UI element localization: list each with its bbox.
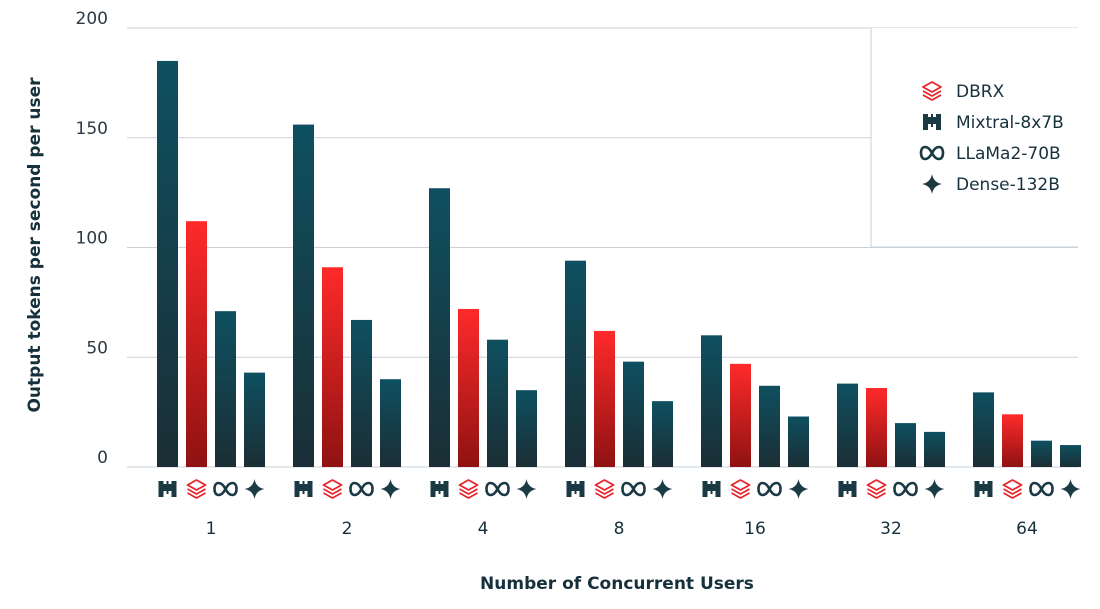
bar-dense-132b-32 [924, 431, 945, 467]
mistral-icon [974, 481, 993, 497]
bar-dense-132b-64 [1060, 445, 1081, 467]
databricks-icon [1002, 479, 1023, 499]
bars [157, 60, 1081, 468]
bar-dense-132b-8 [652, 401, 673, 467]
sparkle-icon [1060, 479, 1081, 499]
x-axis-title: Number of Concurrent Users [480, 574, 754, 594]
meta-icon [213, 481, 238, 497]
sparkle-icon [380, 479, 401, 499]
x-axis-categories: 1 2 4 8 16 32 64 [206, 519, 1038, 539]
sparkle-icon [922, 174, 942, 194]
bar-llama2-70b-2 [351, 319, 372, 467]
y-tick-label: 0 [97, 448, 108, 468]
meta-icon [919, 145, 945, 161]
legend-item: DBRX [922, 81, 1005, 102]
meta-icon [621, 481, 646, 497]
sparkle-icon [788, 479, 809, 499]
sparkle-icon [244, 479, 265, 499]
legend-item: Dense-132B [922, 174, 1060, 195]
meta-icon [757, 481, 782, 497]
legend-item: Mixtral-8x7B [923, 113, 1064, 133]
sparkle-icon [924, 479, 945, 499]
legend-label: LLaMa2-70B [956, 144, 1061, 164]
bar-llama2-70b-32 [895, 423, 916, 467]
bar-mixtral-8x7b-4 [429, 188, 450, 468]
databricks-icon [922, 81, 942, 101]
legend: DBRX Mixtral-8x7B LLaMa2-70B Dense-132B [870, 28, 1078, 248]
x-category-label: 2 [342, 519, 353, 539]
bar-dbrx-32 [866, 387, 887, 467]
bar-dbrx-4 [458, 308, 479, 467]
bar-llama2-70b-64 [1031, 440, 1052, 467]
x-category-label: 1 [206, 519, 217, 539]
databricks-icon [866, 479, 887, 499]
bar-icons [158, 479, 1081, 499]
sparkle-icon [652, 479, 673, 499]
databricks-icon [594, 479, 615, 499]
databricks-icon [458, 479, 479, 499]
meta-icon [893, 481, 918, 497]
bar-dbrx-64 [1002, 414, 1023, 467]
legend-label: Mixtral-8x7B [956, 113, 1064, 133]
bar-llama2-70b-4 [487, 339, 508, 467]
meta-icon [1029, 481, 1054, 497]
mistral-icon [294, 481, 313, 497]
x-category-label: 16 [744, 519, 766, 539]
mistral-icon [430, 481, 449, 497]
x-category-label: 64 [1016, 519, 1038, 539]
bar-dbrx-8 [594, 330, 615, 467]
y-axis-title: Output tokens per second per user [25, 77, 45, 413]
legend-box [871, 28, 1078, 247]
bar-llama2-70b-8 [623, 361, 644, 467]
bar-mixtral-8x7b-2 [293, 124, 314, 467]
y-tick-label: 50 [86, 338, 108, 358]
bar-dbrx-1 [186, 221, 207, 467]
bar-mixtral-8x7b-32 [837, 383, 858, 467]
y-tick-label: 150 [76, 119, 108, 139]
mistral-icon [838, 481, 857, 497]
sparkle-icon [516, 479, 537, 499]
bar-llama2-70b-1 [215, 311, 236, 467]
mistral-icon [702, 481, 721, 497]
bar-dense-132b-1 [244, 372, 265, 467]
mistral-icon [158, 481, 177, 497]
bar-dbrx-2 [322, 267, 343, 467]
meta-icon [485, 481, 510, 497]
x-category-label: 32 [880, 519, 902, 539]
mistral-icon [566, 481, 585, 497]
legend-item: LLaMa2-70B [919, 144, 1061, 164]
databricks-icon [322, 479, 343, 499]
bar-dense-132b-16 [788, 416, 809, 467]
y-axis-ticks: 0 50 100 150 200 [76, 9, 108, 468]
bar-dense-132b-2 [380, 379, 401, 467]
x-category-label: 8 [614, 519, 625, 539]
legend-label: Dense-132B [956, 175, 1060, 195]
x-category-label: 4 [478, 519, 489, 539]
y-tick-label: 200 [76, 9, 108, 29]
databricks-icon [186, 479, 207, 499]
bar-mixtral-8x7b-64 [973, 392, 994, 467]
bar-dbrx-16 [730, 363, 751, 467]
y-tick-label: 100 [76, 229, 108, 249]
bar-mixtral-8x7b-16 [701, 335, 722, 467]
meta-icon [349, 481, 374, 497]
legend-label: DBRX [956, 82, 1005, 102]
mistral-icon [923, 114, 941, 130]
bar-mixtral-8x7b-1 [157, 60, 178, 468]
bar-dense-132b-4 [516, 390, 537, 467]
databricks-icon [730, 479, 751, 499]
bar-mixtral-8x7b-8 [565, 260, 586, 467]
bar-llama2-70b-16 [759, 385, 780, 467]
